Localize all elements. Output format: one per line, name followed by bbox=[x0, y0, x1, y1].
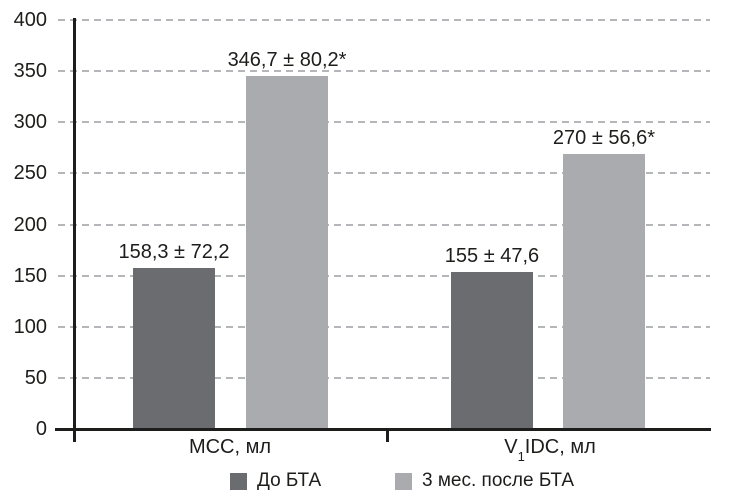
y-tick-label-200: 200 bbox=[13, 213, 47, 236]
y-tick-label-250: 250 bbox=[13, 162, 47, 185]
y-tick-label-100: 100 bbox=[13, 315, 47, 338]
legend-swatch-before-bta bbox=[230, 472, 247, 490]
bar-before-bta-group1 bbox=[133, 268, 215, 430]
x-category-label-mcc: МСС, мл bbox=[130, 435, 330, 459]
category-subscript: 1 bbox=[517, 449, 525, 464]
y-tick-label-50: 50 bbox=[24, 366, 47, 389]
bar-value-label: 346,7 ± 80,2* bbox=[227, 48, 347, 71]
x-category-label-v1idc: V1IDC, мл bbox=[450, 435, 650, 463]
category-text: V bbox=[504, 436, 518, 458]
legend-label-before-bta: До БТА bbox=[257, 470, 322, 491]
bar-after-bta-group2 bbox=[563, 153, 645, 430]
bar-value-label: 155 ± 47,6 bbox=[444, 244, 540, 267]
legend-item-after-bta: 3 мес. после БТА bbox=[395, 471, 574, 491]
gridline-50 bbox=[58, 376, 710, 379]
gridline-250 bbox=[58, 172, 710, 175]
x-axis-middle-tick bbox=[386, 428, 389, 442]
category-text: МСС, мл bbox=[188, 436, 272, 458]
gridline-300 bbox=[58, 121, 710, 124]
bar-before-bta-group2 bbox=[451, 271, 533, 430]
gridline-400 bbox=[58, 19, 710, 21]
bar-value-label: 270 ± 56,6* bbox=[552, 126, 656, 149]
bar-value-label: 158,3 ± 72,2 bbox=[118, 241, 230, 264]
y-tick-label-0: 0 bbox=[35, 418, 47, 440]
gridline-200 bbox=[58, 223, 710, 226]
gridline-150 bbox=[58, 274, 710, 277]
legend-swatch-after-bta bbox=[395, 472, 412, 490]
y-tick-label-150: 150 bbox=[13, 264, 47, 287]
legend-item-before-bta: До БТА bbox=[230, 471, 321, 491]
y-tick-label-300: 300 bbox=[13, 111, 47, 134]
legend-label-after-bta: 3 мес. после БТА bbox=[422, 470, 575, 491]
x-axis-line bbox=[55, 428, 711, 431]
category-text: IDC, мл bbox=[524, 436, 596, 458]
gridline-100 bbox=[58, 325, 710, 328]
y-tick-label-350: 350 bbox=[13, 60, 47, 83]
gridline-350 bbox=[58, 70, 710, 73]
y-tick-label-400: 400 bbox=[13, 9, 47, 31]
y-axis-line bbox=[73, 18, 76, 442]
bar-after-bta-group1 bbox=[246, 75, 328, 430]
